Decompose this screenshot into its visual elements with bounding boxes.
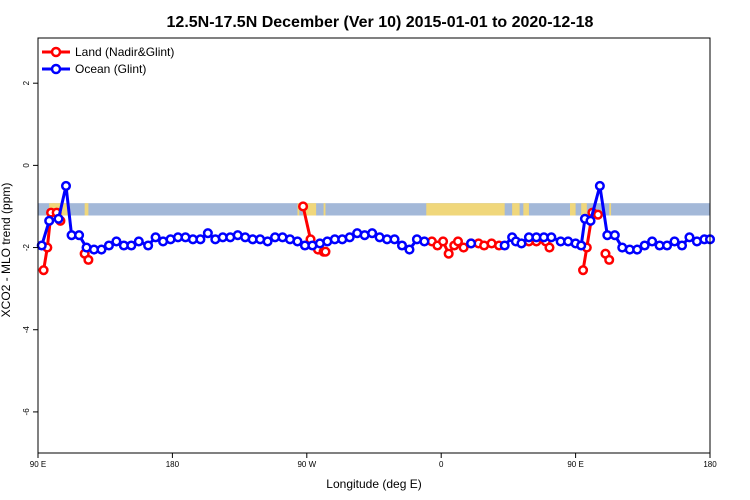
x-axis: 90 E 180 90 W 0 90 E 180 [30, 453, 717, 469]
data-point [592, 209, 604, 220]
land-segment [426, 203, 505, 216]
data-point [60, 180, 72, 191]
data-point [604, 254, 615, 265]
y-tick-label: 2 [22, 80, 31, 85]
data-point [150, 232, 161, 243]
data-point [516, 238, 527, 249]
data-point [404, 244, 415, 255]
data-point [576, 240, 587, 251]
data-point [419, 236, 430, 247]
legend-marker-ocean [50, 63, 62, 75]
data-point [662, 240, 673, 251]
data-point [126, 240, 137, 251]
data-point [585, 215, 596, 226]
x-tick-label: 180 [703, 460, 717, 469]
land-segment [297, 203, 300, 216]
data-point [544, 242, 555, 253]
series-land [38, 201, 615, 276]
series-ocean [36, 180, 716, 255]
land-segment [512, 203, 520, 216]
land-mask-band [38, 203, 710, 216]
data-point [292, 236, 303, 247]
y-tick-label: 0 [22, 163, 31, 168]
data-point [44, 215, 55, 226]
data-point [262, 236, 273, 247]
x-tick-label: 90 E [30, 460, 46, 469]
plot-frame [37, 37, 711, 454]
data-point [676, 240, 688, 251]
data-point [647, 236, 658, 247]
data-point [639, 240, 650, 251]
ocean-band [38, 203, 710, 216]
legend-label-land: Land (Nadir&Glint) [75, 45, 174, 59]
legend: Land (Nadir&Glint) Ocean (Glint) [42, 45, 174, 76]
chart-title: 12.5N-17.5N December (Ver 10) 2015-01-01… [167, 14, 594, 31]
land-segment [323, 203, 326, 216]
data-point [143, 240, 154, 251]
land-segment [84, 203, 89, 216]
data-point [594, 180, 605, 191]
land-segment [581, 203, 587, 216]
legend-marker-land [50, 46, 62, 58]
x-tick-label: 180 [166, 460, 180, 469]
data-point [74, 230, 85, 241]
y-axis-label: XCO2 - MLO trend (ppm) [0, 183, 13, 318]
y-tick-label: -4 [22, 326, 31, 334]
data-point [684, 232, 695, 243]
land-segment [609, 203, 612, 216]
data-point [36, 240, 47, 251]
y-tick-label: -6 [22, 408, 31, 416]
data-point [389, 234, 400, 245]
data-point [133, 236, 144, 247]
data-point [103, 240, 114, 251]
data-point [632, 244, 643, 255]
land-segment [523, 203, 529, 216]
data-point [38, 265, 49, 276]
x-tick-label: 0 [439, 460, 444, 469]
series-layer [36, 180, 716, 276]
data-point [195, 234, 206, 245]
land-segment [570, 203, 576, 216]
data-point [499, 240, 510, 251]
data-point [367, 228, 378, 239]
data-point [202, 228, 213, 239]
legend-label-ocean: Ocean (Glint) [75, 62, 146, 76]
y-axis: -6 -4 -2 0 2 [22, 80, 38, 415]
data-point [443, 248, 454, 259]
data-point [609, 230, 620, 241]
data-point [53, 213, 64, 224]
x-tick-label: 90 W [297, 460, 316, 469]
data-point [96, 244, 107, 255]
data-point [320, 246, 331, 257]
data-point [344, 232, 355, 243]
x-tick-label: 90 E [567, 460, 583, 469]
data-point [452, 236, 464, 247]
x-axis-label: Longitude (deg E) [326, 477, 421, 491]
data-point [578, 265, 589, 276]
data-point [298, 201, 309, 212]
data-point [466, 238, 477, 249]
data-point [396, 240, 408, 251]
data-point [669, 236, 680, 247]
data-point [546, 232, 557, 243]
y-tick-label: -2 [22, 243, 31, 251]
data-point [111, 236, 122, 247]
data-point [458, 242, 469, 253]
data-point [438, 236, 449, 247]
data-point [83, 254, 94, 265]
